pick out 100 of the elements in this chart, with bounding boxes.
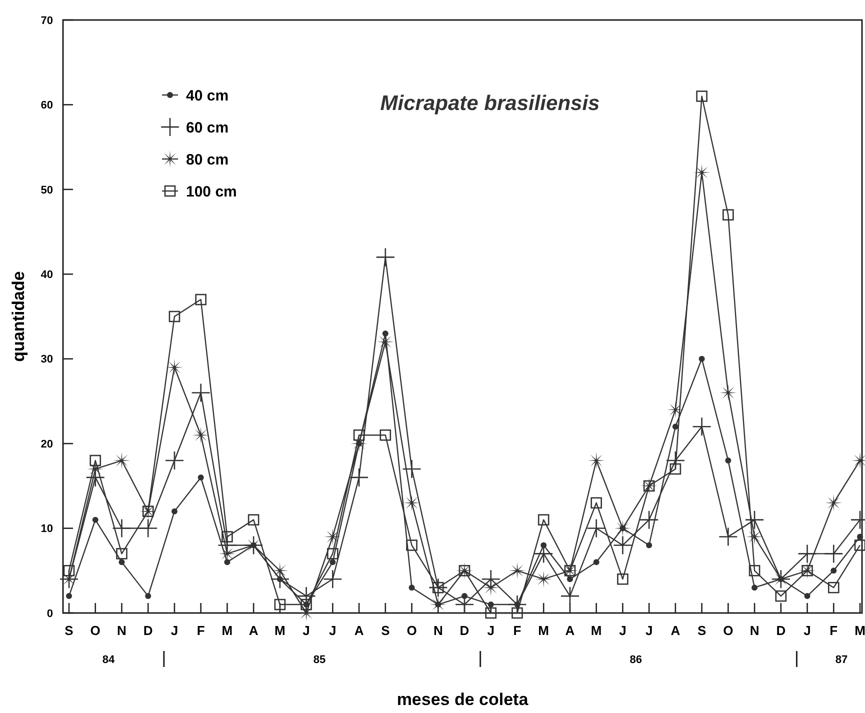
point [825,494,842,512]
y-tick-label: 50 [40,184,53,196]
point [164,450,184,470]
x-tick-label: J [170,623,178,638]
point [646,542,652,548]
x-tick-label: A [248,623,259,638]
point [118,559,125,566]
x-tick-label: A [354,623,364,638]
x-tick-label: N [117,623,126,638]
point [63,564,75,576]
point [722,209,734,220]
point [323,569,342,589]
x-tick-label: M [274,623,286,638]
x-tick-label: F [830,623,838,638]
x-tick-label: J [804,623,811,638]
x-tick-label: S [697,623,706,638]
x-tick-label: J [487,623,494,638]
x-tick-label: J [619,623,626,638]
point [382,330,388,336]
point [403,494,420,512]
point [248,514,260,526]
text: 84 [102,654,116,666]
point [485,607,497,619]
point [698,356,705,362]
x-tick-label: O [90,623,100,638]
x-tick-label: N [750,623,760,638]
x-tick-label: A [565,623,576,638]
text: 85 [313,654,326,666]
point [198,474,204,480]
point [222,531,233,542]
x-tick-label: M [590,623,602,638]
point [804,593,810,600]
point [324,528,342,546]
point [639,510,659,530]
x-tick-label: M [854,623,865,638]
point [192,426,210,444]
x-tick-label: F [513,623,522,638]
point [274,598,286,610]
point [402,459,422,479]
point [92,516,98,523]
point [488,602,494,608]
point [376,248,396,267]
y-tick-label: 0 [46,608,53,620]
x-tick-label: M [222,623,233,638]
point [857,534,863,540]
point [116,548,128,560]
point [353,429,365,441]
point [408,584,415,591]
point [692,416,712,436]
text: Micrapate brasiliensis [380,92,600,115]
y-tick-label: 60 [40,100,53,112]
point [168,310,180,322]
point [752,584,758,591]
x-tick-label: D [143,623,153,638]
point [670,463,682,475]
point [830,568,837,574]
point [725,458,732,464]
point [672,424,678,430]
point [824,544,844,564]
point [744,510,764,530]
legend-label: 40 cm [186,87,229,104]
legend-label: 60 cm [186,119,229,136]
x-tick-label: F [196,623,205,638]
point [512,607,523,619]
point [720,384,737,402]
point [798,544,817,564]
x-tick-label: D [460,623,470,638]
point [590,497,602,509]
point [535,570,552,588]
y-axis-title: quantidade [9,271,28,362]
point [112,518,132,538]
point [195,294,206,306]
x-tick-label: O [406,623,417,638]
point [327,548,338,560]
legend-label: 100 cm [186,183,237,200]
y-tick-label: 30 [40,354,53,366]
x-tick-label: O [723,623,734,638]
point [696,90,708,102]
point [90,454,102,466]
point [432,582,444,594]
point [538,514,550,526]
point [349,468,369,488]
point [138,518,158,538]
y-tick-label: 20 [40,438,53,450]
x-tick-label: J [329,623,336,638]
point [828,582,840,594]
point [748,564,760,576]
point [191,383,210,402]
x-tick-label: J [645,623,653,638]
x-tick-label: A [670,623,681,638]
point [428,578,448,598]
point [406,540,418,551]
point [171,508,178,514]
point [508,562,526,580]
y-tick-label: 40 [40,268,53,281]
x-tick-label: D [776,623,786,638]
text: 87 [835,654,848,666]
legend-label: 80 cm [186,151,229,168]
text: 86 [630,654,642,666]
point [145,593,152,600]
